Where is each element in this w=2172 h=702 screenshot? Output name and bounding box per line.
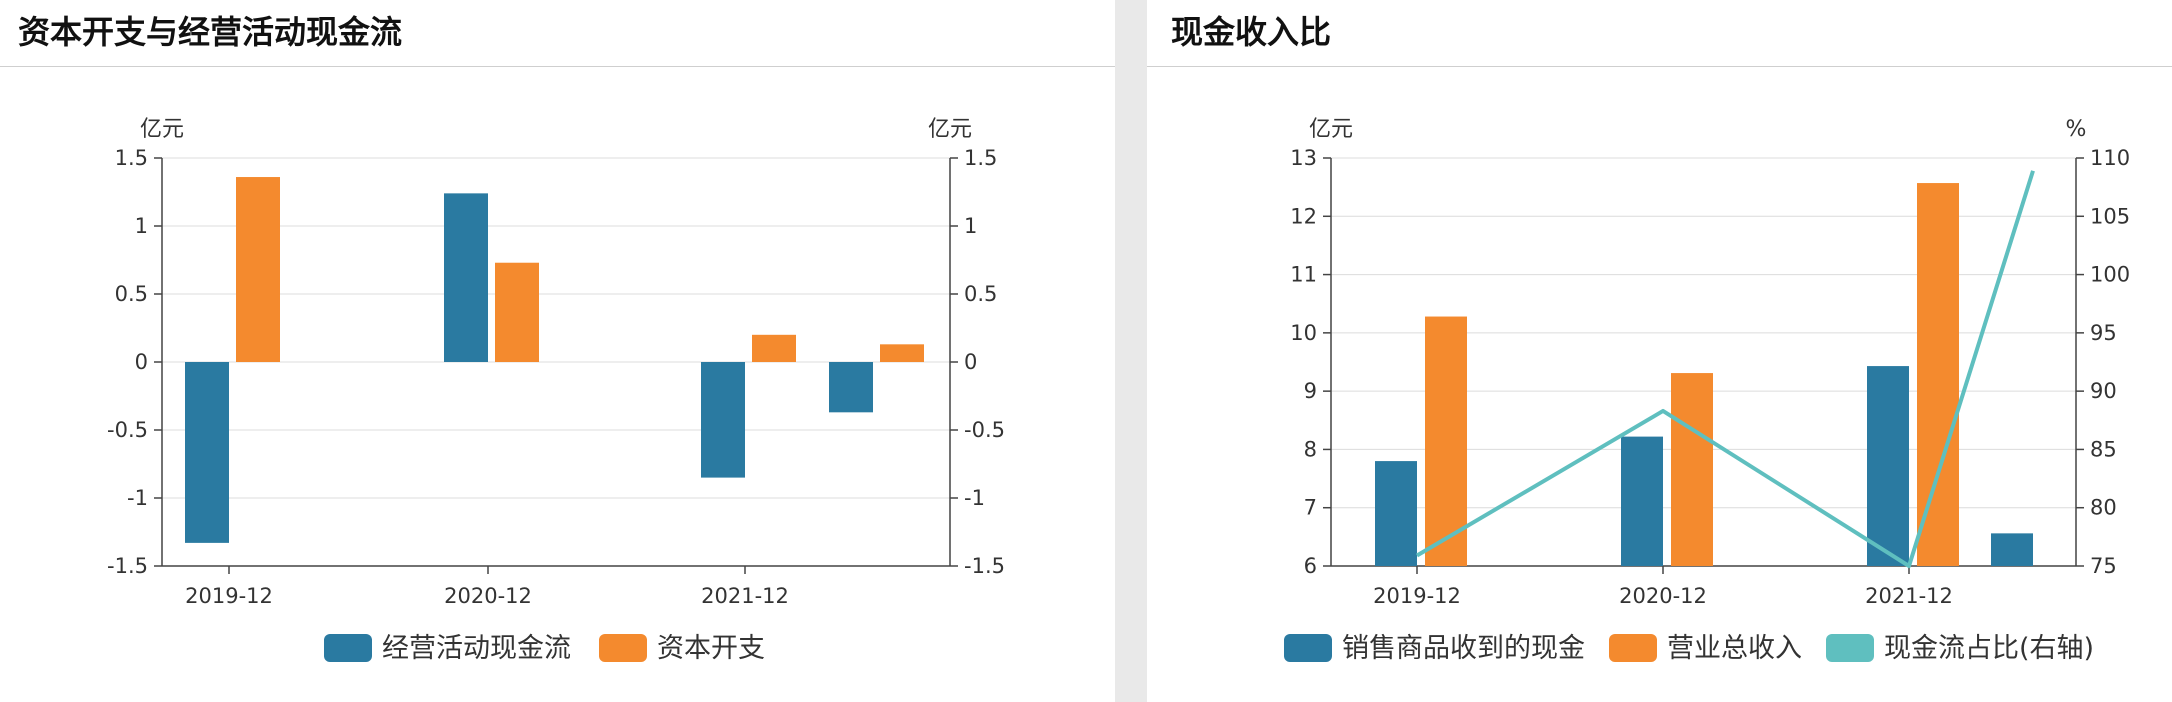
y-tick-label-left: -0.5 — [107, 418, 148, 442]
y-tick-label-left: 6 — [1304, 554, 1317, 578]
y-tick-label-left: -1.5 — [107, 554, 148, 578]
y-tick-label-right: 95 — [2090, 321, 2117, 345]
y-tick-label-left: 9 — [1304, 379, 1317, 403]
x-tick-label: 2020-12 — [1619, 584, 1707, 608]
legend-label: 经营活动现金流 — [382, 633, 571, 664]
x-tick-label: 2020-12 — [444, 584, 532, 608]
title-divider — [1147, 66, 2172, 67]
y-tick-label-right: 90 — [2090, 379, 2117, 403]
y-tick-label-right: 0.5 — [964, 282, 997, 306]
y-tick-label-right: 1 — [964, 214, 977, 238]
panel-title: 现金收入比 — [1171, 13, 1332, 51]
bar — [1991, 533, 2033, 566]
y-tick-label-right: 85 — [2090, 437, 2117, 461]
title-divider — [0, 66, 1115, 67]
legend-label: 销售商品收到的现金 — [1342, 633, 1585, 664]
bar — [1425, 316, 1467, 566]
x-tick-label: 2021-12 — [1865, 584, 1953, 608]
bar — [1917, 183, 1959, 566]
y-tick-label-right: -0.5 — [964, 418, 1005, 442]
bar — [444, 193, 488, 362]
legend-swatch — [324, 634, 372, 662]
legend-swatch — [1609, 634, 1657, 662]
y-tick-label-left: 1.5 — [115, 146, 148, 170]
y-tick-label-right: 0 — [964, 350, 977, 374]
y-tick-label-left: 13 — [1290, 146, 1317, 170]
legend-swatch — [1826, 634, 1874, 662]
cash-revenue-ratio-chart: 13 12 11 10 9 8 7 6 110 105 100 95 90 85 80 75 亿元 % 2019-1… — [1284, 117, 2130, 664]
y-tick-label-right: -1 — [964, 486, 985, 510]
legend-swatch — [1284, 634, 1332, 662]
bar — [1375, 461, 1417, 566]
y-tick-label-left: -1 — [127, 486, 148, 510]
y-axis-unit-left: 亿元 — [1309, 117, 1353, 142]
y-tick-label-right: 110 — [2090, 146, 2130, 170]
x-tick-label: 2019-12 — [185, 584, 273, 608]
bar — [1621, 436, 1663, 566]
y-tick-label-right: 75 — [2090, 554, 2117, 578]
legend-label: 资本开支 — [657, 633, 765, 664]
y-tick-label-left: 0.5 — [115, 282, 148, 306]
y-tick-label-left: 0 — [135, 350, 148, 374]
legend-label: 现金流占比(右轴) — [1884, 633, 2094, 664]
y-tick-label-right: -1.5 — [964, 554, 1005, 578]
bar — [495, 262, 539, 362]
y-tick-label-right: 100 — [2090, 263, 2130, 287]
bar — [829, 362, 873, 413]
y-tick-label-left: 10 — [1290, 321, 1317, 345]
bar — [701, 362, 745, 478]
bar — [236, 177, 280, 362]
y-tick-label-right: 105 — [2090, 204, 2130, 228]
y-tick-label-left: 11 — [1290, 263, 1317, 287]
y-tick-label-left: 12 — [1290, 204, 1317, 228]
y-axis-unit-left: 亿元 — [140, 117, 184, 142]
y-axis-unit-right: 亿元 — [928, 117, 972, 142]
y-tick-label-right: 1.5 — [964, 146, 997, 170]
capex-cashflow-chart: 1.5 1 0.5 0 -0.5 -1 -1.5 1.5 1 0.5 0 -0.5 -1 -1.5 亿元 亿元… — [107, 117, 1005, 664]
x-tick-label: 2021-12 — [701, 584, 789, 608]
bar — [1671, 373, 1713, 566]
legend-swatch — [599, 634, 647, 662]
cash-revenue-ratio-panel: 现金收入比 13 12 11 10 9 8 7 6 110 105 100 95 90 85 80 75 亿元%… — [1147, 0, 2172, 702]
y-tick-label-left: 8 — [1304, 437, 1317, 461]
bar — [752, 334, 796, 362]
bar — [185, 362, 229, 543]
y-tick-label-left: 7 — [1304, 496, 1317, 520]
y-tick-label-right: 80 — [2090, 496, 2117, 520]
panel-title: 资本开支与经营活动现金流 — [18, 13, 403, 51]
bar — [1867, 366, 1909, 566]
y-tick-label-left: 1 — [135, 214, 148, 238]
y-axis-unit-right: % — [2066, 117, 2087, 142]
capex-cashflow-panel: 资本开支与经营活动现金流 1.5 1 0.5 0 -0.5 -1 -1.5 1.5 1 0.5 0 -… — [0, 13, 1115, 664]
x-tick-label: 2019-12 — [1373, 584, 1461, 608]
legend-label: 营业总收入 — [1667, 633, 1802, 664]
series-line — [1415, 170, 2035, 568]
panel-divider — [1115, 0, 1147, 702]
bar — [880, 344, 924, 362]
